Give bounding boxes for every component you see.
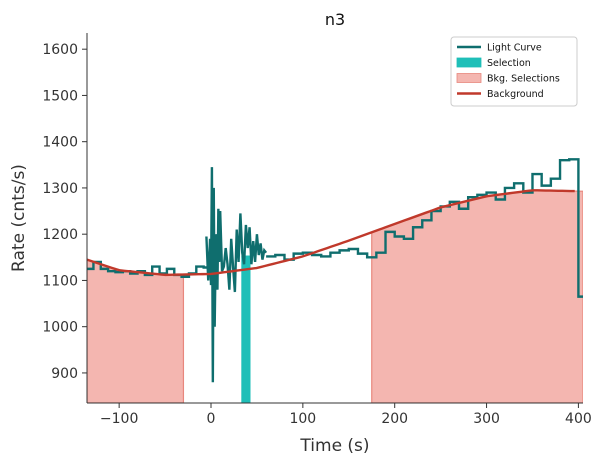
light-curve-segment-2 <box>205 167 268 383</box>
x-tick-label: 100 <box>289 411 316 427</box>
y-tick-label: 1400 <box>42 135 78 151</box>
light-curve-segment-3 <box>266 158 583 298</box>
x-tick-label: 0 <box>207 411 216 427</box>
y-tick-label: 1500 <box>42 88 78 104</box>
plot-area <box>87 158 583 403</box>
chart-title: n3 <box>325 10 345 29</box>
x-tick-label: 300 <box>473 411 500 427</box>
axes: −100 0 100 200 300 400 900 1000 1100 1200 1300 1400… <box>42 33 592 427</box>
y-tick-label: 1600 <box>42 42 78 58</box>
bkg-selection-1 <box>87 258 185 403</box>
x-tick-label: 400 <box>565 411 592 427</box>
legend-label: Selection <box>487 58 531 69</box>
y-tick-label: 1000 <box>42 320 78 336</box>
plot-clip-group <box>87 158 583 403</box>
legend-label: Background <box>487 89 544 100</box>
x-tick-label: 200 <box>381 411 408 427</box>
background-model-line <box>87 189 575 277</box>
legend-label: Bkg. Selections <box>487 74 560 85</box>
legend-box <box>450 36 578 107</box>
legend-patch-swatch <box>456 57 482 68</box>
legend-patch-swatch <box>456 73 482 83</box>
bkg-selection-2 <box>371 189 583 403</box>
y-tick-label: 1200 <box>42 227 78 243</box>
x-axis-label: Time (s) <box>299 436 369 456</box>
legend: Light Curve Selection Bkg. Selections Backg… <box>450 36 578 107</box>
y-axis-label: Rate (cnts/s) <box>9 164 29 272</box>
x-tick-label: −100 <box>100 411 138 427</box>
y-tick-label: 1300 <box>42 181 78 197</box>
y-tick-label: 1100 <box>42 273 78 289</box>
legend-label: Light Curve <box>487 43 542 54</box>
y-tick-label: 900 <box>51 366 78 382</box>
source-selection-1 <box>241 255 251 403</box>
